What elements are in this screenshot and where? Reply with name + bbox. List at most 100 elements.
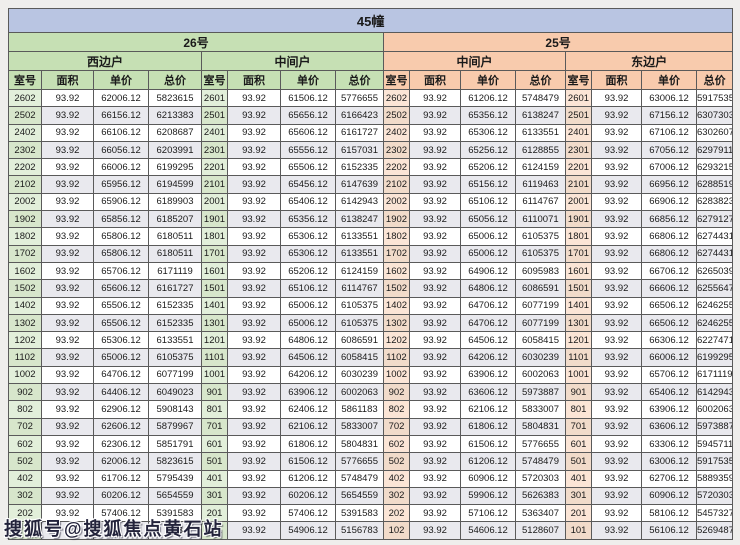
table-row: 1402 93.92 65506.12 6152335 1401 93.92 65006.1…: [8, 296, 734, 315]
total-price-cell: 6171119: [695, 365, 734, 385]
total-price-cell: 6124159: [335, 261, 384, 281]
room-number-cell: [8, 521, 42, 540]
unit-price-cell: 63606.12: [641, 417, 697, 436]
table-row: 1802 93.92 65806.12 6180511 1801 93.92 65306.1…: [8, 227, 734, 246]
unit-price-cell: 66006.12: [93, 158, 149, 177]
column-header: 总价: [148, 70, 202, 90]
total-price-cell: 6302607: [695, 123, 734, 142]
room-number-cell: 802: [8, 400, 42, 419]
table-row: 2202 93.92 66006.12 6199295 2201 93.92 65506.1…: [8, 158, 734, 177]
room-number-cell: 1402: [8, 296, 42, 315]
area-cell: 93.92: [227, 210, 281, 229]
total-price-cell: 6208687: [148, 123, 202, 142]
area-cell: 93.92: [591, 331, 642, 350]
room-number-cell: 1501: [565, 279, 592, 298]
unit-price-cell: 65356.12: [280, 210, 336, 229]
room-number-cell: 501: [565, 452, 592, 471]
area-cell: 93.92: [41, 331, 94, 350]
unit-price-cell: 67156.12: [641, 106, 697, 125]
area-cell: 93.92: [41, 400, 94, 419]
area-cell: 93.92: [227, 244, 281, 263]
area-cell: 93.92: [41, 469, 94, 488]
unit-price-cell: 65806.12: [93, 244, 149, 263]
room-number-cell: 702: [8, 417, 42, 436]
room-number-cell: 1102: [383, 348, 410, 367]
room-number-cell: 302: [8, 486, 42, 506]
room-number-cell: 1301: [565, 313, 592, 333]
room-number-cell: 1701: [201, 244, 228, 263]
table-row: 1702 93.92 65806.12 6180511 1701 93.92 65306.1…: [8, 244, 734, 263]
area-cell: 93.92: [591, 400, 642, 419]
area-cell: 93.92: [41, 88, 94, 108]
area-cell: 93.92: [227, 348, 281, 367]
total-price-cell: 6171119: [148, 261, 202, 281]
room-number-cell: 1902: [383, 210, 410, 229]
total-price-cell: 5748479: [515, 88, 566, 108]
unit-price-cell: 64706.12: [460, 296, 516, 315]
table-row: 902 93.92 64406.12 6049023 901 93.92 63906.12 6…: [8, 383, 734, 402]
total-price-cell: 5457327: [695, 504, 734, 523]
area-cell: 93.92: [591, 158, 642, 177]
unit-price-cell: 65506.12: [280, 158, 336, 177]
area-cell: 93.92: [591, 106, 642, 125]
room-number-cell: 2602: [8, 88, 42, 108]
room-number-cell: 1202: [383, 331, 410, 350]
unit-price-cell: 54906.12: [280, 521, 336, 540]
unit-price-cell: 64206.12: [280, 365, 336, 385]
unit-price-cell: 58106.12: [641, 504, 697, 523]
unit-price-cell: 65156.12: [460, 175, 516, 194]
total-price-cell: 5804831: [515, 417, 566, 436]
table-row: 402 93.92 61706.12 5795439 401 93.92 61206.12 5…: [8, 469, 734, 488]
total-price-cell: 6138247: [515, 106, 566, 125]
total-price-cell: 5720303: [515, 469, 566, 488]
unit-price-cell: 65356.12: [460, 106, 516, 125]
area-cell: 93.92: [409, 106, 461, 125]
area-cell: 93.92: [41, 123, 94, 142]
unit-price-cell: 66606.12: [641, 279, 697, 298]
area-cell: 93.92: [591, 88, 642, 108]
unit-price-cell: 60906.12: [641, 486, 697, 506]
area-cell: 93.92: [591, 313, 642, 333]
unit-price-cell: 62306.12: [93, 434, 149, 454]
unit-type-header: 中间户: [201, 51, 384, 71]
unit-price-cell: [93, 521, 149, 540]
table-row: 302 93.92 60206.12 5654559 301 93.92 60206.12 5…: [8, 486, 734, 506]
area-cell: 93.92: [591, 244, 642, 263]
total-price-cell: 5626383: [515, 486, 566, 506]
room-number-cell: 701: [201, 417, 228, 436]
building-header: 25号: [382, 32, 734, 52]
area-cell: 93.92: [227, 504, 281, 523]
area-cell: [41, 521, 94, 540]
unit-price-cell: 65106.12: [280, 279, 336, 298]
unit-price-cell: 66806.12: [641, 244, 697, 263]
unit-price-cell: 66506.12: [641, 313, 697, 333]
area-cell: 93.92: [41, 227, 94, 246]
unit-price-cell: 63006.12: [641, 88, 697, 108]
room-number-cell: 902: [383, 383, 410, 402]
total-price-cell: 6142943: [695, 383, 734, 402]
area-cell: 93.92: [409, 227, 461, 246]
unit-price-cell: 63006.12: [641, 452, 697, 471]
unit-price-cell: 67106.12: [641, 123, 697, 142]
total-price-cell: 6166423: [335, 106, 384, 125]
room-number-cell: 402: [383, 469, 410, 488]
column-header: 面积: [41, 70, 94, 90]
total-price-cell: 6185207: [148, 210, 202, 229]
unit-price-cell: 63906.12: [641, 400, 697, 419]
total-price-cell: 5879967: [148, 417, 202, 436]
table-row: 2302 93.92 66056.12 6203991 2301 93.92 65556.1…: [8, 140, 734, 160]
unit-price-cell: 56106.12: [641, 521, 697, 540]
room-number-cell: 701: [565, 417, 592, 436]
column-header: 总价: [515, 70, 566, 90]
room-number-cell: 1401: [565, 296, 592, 315]
column-header: 单价: [460, 70, 516, 90]
total-price-cell: 5823615: [148, 452, 202, 471]
table-body: 2602 93.92 62006.12 5823615 2601 93.92 61506.1…: [8, 88, 734, 540]
room-number-cell: 1301: [201, 313, 228, 333]
total-price-cell: 6114767: [515, 192, 566, 212]
area-cell: 93.92: [41, 383, 94, 402]
unit-price-cell: 65006.12: [280, 296, 336, 315]
unit-price-cell: 64506.12: [280, 348, 336, 367]
room-number-cell: 602: [383, 434, 410, 454]
unit-price-cell: 65806.12: [93, 227, 149, 246]
